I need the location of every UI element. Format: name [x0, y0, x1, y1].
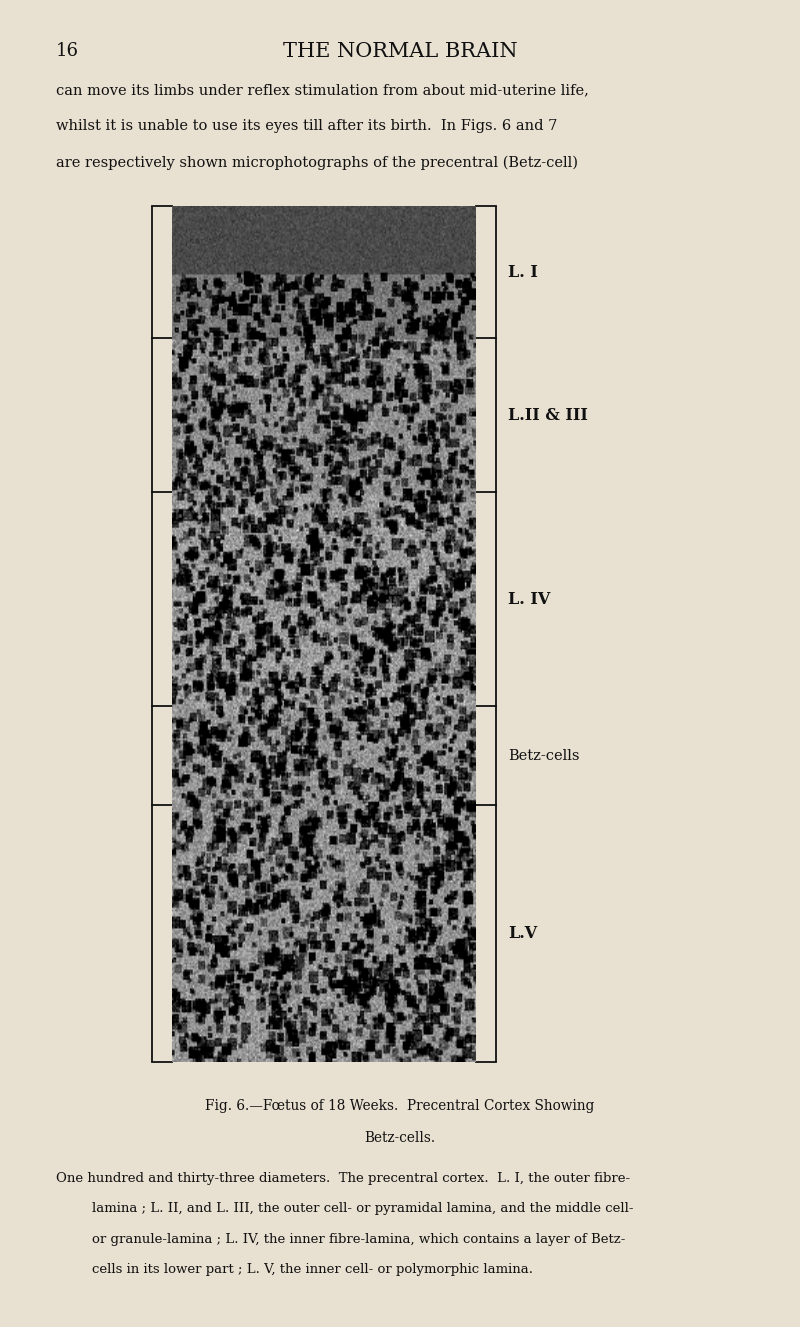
- Text: cells in its lower part ; L. V, the inner cell- or polymorphic lamina.: cells in its lower part ; L. V, the inne…: [92, 1263, 533, 1277]
- Text: 16: 16: [56, 42, 79, 61]
- Text: L.II & III: L.II & III: [508, 407, 588, 423]
- Text: are respectively shown microphotographs of the precentral (Betz-cell): are respectively shown microphotographs …: [56, 155, 578, 170]
- Text: L.V: L.V: [508, 925, 537, 942]
- Text: L. I: L. I: [508, 264, 538, 280]
- Text: One hundred and thirty-three diameters.  The precentral cortex.  L. I, the outer: One hundred and thirty-three diameters. …: [56, 1172, 630, 1185]
- Text: or granule-lamina ; L. IV, the inner fibre-lamina, which contains a layer of Bet: or granule-lamina ; L. IV, the inner fib…: [92, 1233, 626, 1246]
- Text: whilst it is unable to use its eyes till after its birth.  In Figs. 6 and 7: whilst it is unable to use its eyes till…: [56, 119, 558, 134]
- Text: lamina ; L. II, and L. III, the outer cell- or pyramidal lamina, and the middle : lamina ; L. II, and L. III, the outer ce…: [92, 1202, 634, 1216]
- Text: Fig. 6.—Fœtus of 18 Weeks.  Precentral Cortex Showing: Fig. 6.—Fœtus of 18 Weeks. Precentral Co…: [206, 1099, 594, 1113]
- Text: Betz-cells: Betz-cells: [508, 748, 579, 763]
- Text: Betz-cells.: Betz-cells.: [365, 1131, 435, 1145]
- Text: L. IV: L. IV: [508, 591, 550, 608]
- Text: can move its limbs under reflex stimulation from about mid-uterine life,: can move its limbs under reflex stimulat…: [56, 84, 589, 98]
- Text: THE NORMAL BRAIN: THE NORMAL BRAIN: [282, 42, 518, 61]
